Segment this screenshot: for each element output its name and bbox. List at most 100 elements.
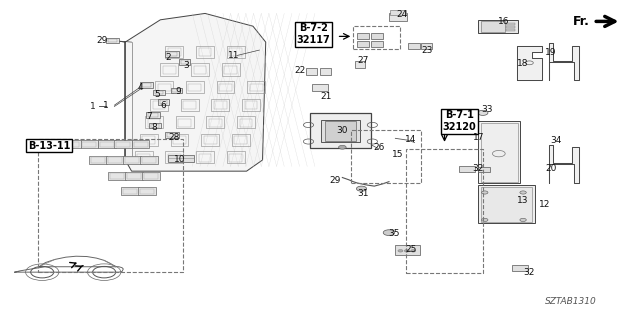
Bar <box>408 43 420 49</box>
Bar <box>389 13 407 21</box>
Bar <box>63 140 81 148</box>
Bar <box>132 140 150 148</box>
Text: 32: 32 <box>473 164 484 173</box>
Text: 30: 30 <box>337 126 348 135</box>
Bar <box>312 84 328 92</box>
Text: 8: 8 <box>151 123 157 132</box>
Bar <box>154 90 165 95</box>
Text: 19: 19 <box>545 48 557 57</box>
Text: 22: 22 <box>294 66 305 75</box>
Bar <box>140 82 153 88</box>
Bar <box>156 91 163 94</box>
Bar <box>108 157 122 163</box>
Bar <box>125 172 143 180</box>
Circle shape <box>477 110 488 116</box>
Text: 29: 29 <box>96 36 108 45</box>
Bar <box>146 112 160 118</box>
Bar <box>460 166 475 172</box>
Bar <box>481 123 518 182</box>
Bar <box>478 121 520 183</box>
Bar <box>168 155 193 162</box>
Circle shape <box>481 218 488 221</box>
Polygon shape <box>548 145 579 183</box>
Bar <box>506 29 515 31</box>
Text: 15: 15 <box>392 150 404 159</box>
Bar <box>371 41 383 47</box>
Text: 7: 7 <box>146 112 152 121</box>
Bar <box>353 26 400 49</box>
Text: 26: 26 <box>373 143 385 152</box>
Text: 3: 3 <box>183 60 189 69</box>
Bar <box>134 141 148 147</box>
Text: B-7-1
32120: B-7-1 32120 <box>442 110 476 132</box>
Bar <box>506 23 515 25</box>
Bar <box>179 59 190 65</box>
Polygon shape <box>548 43 579 80</box>
Text: 5: 5 <box>154 90 160 99</box>
Text: 12: 12 <box>539 200 550 209</box>
Bar <box>511 265 527 271</box>
Text: 24: 24 <box>396 10 408 19</box>
Bar <box>145 173 159 179</box>
Bar <box>110 173 124 179</box>
Bar <box>89 156 107 164</box>
Text: 4: 4 <box>137 83 143 92</box>
Bar <box>481 21 505 32</box>
Text: Fr.: Fr. <box>573 15 589 28</box>
Bar <box>140 189 154 194</box>
Bar <box>165 51 179 57</box>
Bar <box>100 141 114 147</box>
Text: 17: 17 <box>472 132 484 141</box>
Text: 28: 28 <box>169 132 180 141</box>
Bar <box>396 245 420 255</box>
Bar <box>125 157 140 163</box>
Bar <box>167 52 177 56</box>
Bar <box>38 139 182 272</box>
Bar <box>81 140 99 148</box>
Text: 27: 27 <box>358 56 369 65</box>
Text: 10: 10 <box>173 155 185 164</box>
Bar <box>108 172 126 180</box>
Bar <box>357 41 369 47</box>
Bar <box>478 20 518 33</box>
Text: 20: 20 <box>545 164 557 173</box>
Text: 9: 9 <box>175 87 181 96</box>
Bar <box>310 114 371 148</box>
Bar <box>140 156 158 164</box>
Bar <box>127 173 141 179</box>
Bar <box>98 140 116 148</box>
Circle shape <box>383 230 395 236</box>
Bar <box>124 156 141 164</box>
Bar <box>116 141 131 147</box>
Bar <box>421 43 433 49</box>
Text: B-7-2
32117: B-7-2 32117 <box>297 23 330 45</box>
Bar <box>355 60 365 68</box>
Bar <box>180 60 188 64</box>
Bar <box>143 172 161 180</box>
Circle shape <box>356 186 367 191</box>
Text: 32: 32 <box>524 268 535 277</box>
Bar <box>171 88 182 93</box>
Bar <box>478 167 490 172</box>
Text: 6: 6 <box>161 101 166 110</box>
Bar <box>390 10 406 15</box>
Bar <box>165 132 179 138</box>
Text: 13: 13 <box>517 196 529 205</box>
Bar <box>160 100 168 104</box>
Bar <box>142 83 151 87</box>
Bar <box>121 187 139 195</box>
Bar <box>152 124 159 127</box>
Bar <box>108 39 117 43</box>
Bar <box>91 157 105 163</box>
Text: 29: 29 <box>330 176 341 185</box>
Bar <box>106 38 119 44</box>
Text: 1: 1 <box>103 101 109 110</box>
Text: B-13-11: B-13-11 <box>28 141 70 151</box>
Text: SZTAB1310: SZTAB1310 <box>545 297 596 306</box>
Bar <box>478 185 534 223</box>
Bar <box>306 68 317 75</box>
Bar <box>123 189 137 194</box>
Bar <box>481 188 532 222</box>
Bar <box>173 89 180 92</box>
Text: 16: 16 <box>498 17 509 26</box>
